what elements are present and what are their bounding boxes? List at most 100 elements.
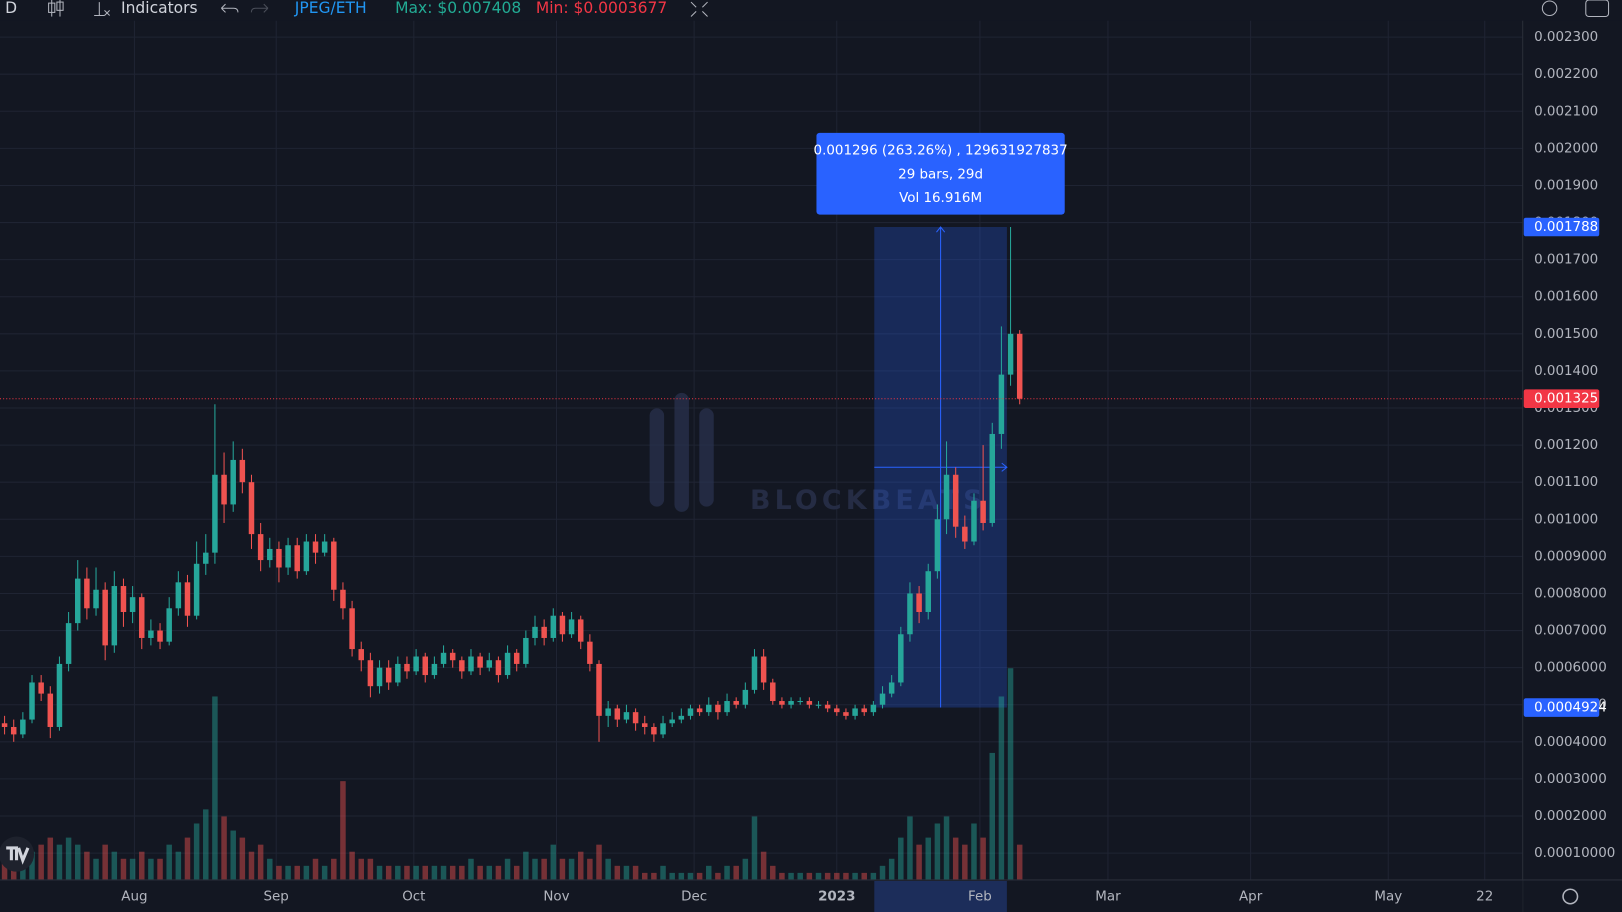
- x-tick-label: Nov: [543, 889, 569, 904]
- volume-bar: [331, 858, 337, 880]
- candle-body: [376, 667, 383, 687]
- indicators-button[interactable]: Indicators: [121, 0, 198, 17]
- candle-body: [120, 586, 127, 613]
- x-tick-label: Aug: [121, 889, 147, 904]
- candle-body: [166, 608, 172, 642]
- axis-settings-icon[interactable]: [1562, 888, 1579, 905]
- candle-body: [788, 701, 794, 705]
- indicators-icon[interactable]: [94, 2, 111, 17]
- x-tick-label: Apr: [1239, 889, 1263, 904]
- candle-body: [459, 660, 465, 672]
- candle-body: [257, 534, 264, 561]
- toolbar-bg: [0, 0, 1622, 21]
- candle-body: [623, 712, 630, 720]
- candle-body: [20, 719, 26, 735]
- volume-bar: [706, 865, 712, 880]
- candles: [0, 226, 1523, 742]
- candle-body: [696, 708, 703, 713]
- candle-body: [56, 663, 63, 727]
- volume-bar: [84, 851, 90, 880]
- price-label: 0.0004924: [1534, 701, 1607, 716]
- candle-body: [852, 708, 858, 716]
- volume-bar: [898, 837, 904, 880]
- collapse-icon[interactable]: [690, 1, 708, 17]
- x-tick-label: 2023: [818, 889, 855, 904]
- time-axis: [0, 879, 1523, 912]
- candle-body: [806, 701, 813, 705]
- candle-body: [212, 474, 218, 553]
- volume-bar: [888, 858, 895, 880]
- redo-icon[interactable]: [250, 3, 269, 13]
- volume-bar: [568, 858, 575, 880]
- volume-bar: [779, 872, 785, 880]
- undo-icon[interactable]: [221, 3, 239, 13]
- volume-bar: [221, 816, 227, 880]
- volume-bar: [541, 858, 547, 880]
- volume-bar: [459, 865, 465, 880]
- volume-bar: [477, 865, 483, 880]
- volume-bar: [102, 844, 108, 880]
- toolbar: D Indicators JPEG/ETH Max: $0.007408 Min…: [0, 0, 1622, 21]
- candle-body: [751, 656, 758, 690]
- measure-arrow-h: [874, 462, 1008, 472]
- volume-bar: [806, 872, 813, 880]
- candle-body: [980, 500, 986, 523]
- y-tick-label: 0.0002000: [1534, 809, 1607, 824]
- candle-body: [440, 652, 447, 664]
- candle-body: [65, 623, 72, 664]
- candle-body: [358, 649, 364, 661]
- chart-type-icon[interactable]: [48, 0, 64, 17]
- volume-bar: [175, 851, 182, 880]
- volume-bar: [815, 872, 822, 880]
- candle-body: [221, 474, 227, 505]
- volume-bar: [742, 858, 749, 880]
- volume-bar: [230, 830, 236, 880]
- interval-button[interactable]: D: [5, 0, 17, 17]
- candle-body: [340, 589, 346, 609]
- volume-bar: [504, 858, 511, 880]
- candle-body: [102, 589, 108, 646]
- candle-body: [175, 582, 182, 609]
- volume-bar: [93, 858, 99, 880]
- candle-body: [267, 548, 273, 561]
- price-axis: [1522, 0, 1622, 912]
- grid: [0, 20, 1523, 880]
- volume-bar: [303, 865, 310, 880]
- candle-body: [303, 541, 310, 572]
- volume-bar: [861, 872, 867, 880]
- candle-body: [84, 578, 90, 609]
- volume-bar: [623, 865, 630, 880]
- candle-body: [395, 663, 401, 683]
- price-label-bg: [1523, 698, 1600, 717]
- candle-body: [413, 656, 419, 672]
- volume-bar: [56, 844, 63, 880]
- candle-body: [321, 541, 328, 553]
- candle-body: [1, 723, 8, 727]
- volume-bar: [120, 858, 127, 880]
- y-tick-label: 0.001500: [1534, 327, 1598, 342]
- settings-icon[interactable]: [1541, 0, 1558, 17]
- volume-bar: [29, 851, 35, 880]
- candle-body: [47, 693, 54, 727]
- volume-bar: [715, 872, 721, 880]
- volume-bar: [678, 872, 685, 880]
- volume-bar: [843, 872, 849, 880]
- volume-bar: [760, 851, 767, 880]
- candle-body: [541, 626, 547, 638]
- volume-bar: [980, 837, 986, 880]
- candle-body: [1016, 333, 1023, 399]
- volume-bar: [824, 872, 831, 880]
- volume-bar: [166, 844, 172, 880]
- volume-bar: [513, 865, 520, 880]
- x-tick-label: Mar: [1095, 889, 1121, 904]
- snapshot-icon[interactable]: [1585, 0, 1610, 18]
- volume-bar: [596, 844, 602, 880]
- x-tick-label: 22: [1476, 889, 1493, 904]
- candle-body: [230, 459, 236, 505]
- price-label: 0.001788: [1534, 220, 1598, 235]
- volume-bar: [395, 865, 401, 880]
- candle-body: [898, 634, 904, 683]
- candle-body: [477, 656, 483, 668]
- volume-bar: [65, 837, 72, 880]
- candle-body: [129, 597, 136, 613]
